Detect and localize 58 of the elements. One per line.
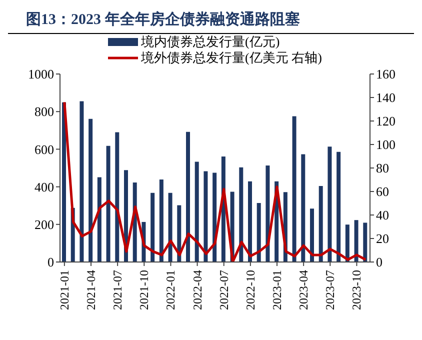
bar <box>248 181 252 262</box>
line-series <box>63 100 367 262</box>
x-tick-label: 2023-04 <box>296 270 311 310</box>
y-tick-label: 1000 <box>28 66 54 82</box>
legend-label: 境内债券总发行量(亿元) <box>141 34 280 50</box>
x-tick-label: 2022-01 <box>164 270 178 310</box>
x-tick-label: 2021-01 <box>57 270 72 310</box>
x-tick-label: 2021-04 <box>84 270 98 310</box>
bar <box>88 118 93 262</box>
bar <box>115 132 120 262</box>
bar <box>150 192 155 262</box>
y-tick-label: 0 <box>48 254 54 270</box>
bar <box>168 192 172 262</box>
y2-tick-label: 80 <box>376 160 389 176</box>
bar <box>292 116 296 262</box>
x-tick-label: 2023-07 <box>323 270 338 310</box>
bar <box>266 166 270 262</box>
x-tick-label: 2022-04 <box>190 270 204 310</box>
bar <box>177 205 182 262</box>
y2-tick-label: 100 <box>376 137 396 152</box>
x-tick-label: 2023-10 <box>350 270 364 310</box>
bar <box>328 146 332 262</box>
bar <box>345 224 350 262</box>
bar <box>204 171 208 262</box>
y-tick-label: 600 <box>34 142 54 157</box>
x-tick-label: 2023-01 <box>270 270 284 310</box>
bar <box>62 102 66 262</box>
y-tick-label: 800 <box>34 104 54 120</box>
legend-label: 境外债券总发行量(亿美元 右轴) <box>141 50 322 66</box>
bar <box>363 222 368 262</box>
y2-tick-label: 120 <box>376 114 396 129</box>
y2-tick-label: 0 <box>376 254 382 270</box>
x-tick-label: 2022-07 <box>216 270 231 310</box>
bar <box>80 101 84 262</box>
bar <box>97 177 102 262</box>
chart-title: 图13：2023 年全年房企债券融资通路阻塞 <box>8 8 414 34</box>
bar <box>159 179 164 262</box>
y2-tick-label: 20 <box>376 231 389 246</box>
bar <box>310 208 314 262</box>
bar <box>354 220 358 262</box>
y-tick-label: 400 <box>34 179 54 194</box>
x-tick-label: 2021-07 <box>110 270 125 310</box>
bar <box>106 146 110 262</box>
bar <box>301 154 306 262</box>
y2-tick-label: 140 <box>376 90 396 106</box>
x-tick-label: 2022-10 <box>243 270 258 310</box>
bar <box>239 167 244 262</box>
bar <box>186 132 190 262</box>
bar <box>194 162 199 262</box>
y2-tick-label: 160 <box>376 66 396 82</box>
bar <box>256 202 261 262</box>
x-tick-label: 2021-10 <box>137 270 152 310</box>
y-tick-label: 200 <box>34 217 54 232</box>
bar <box>318 186 323 262</box>
bar <box>212 172 217 262</box>
y2-tick-label: 40 <box>376 208 389 223</box>
y2-tick-label: 60 <box>376 184 389 200</box>
bar <box>336 152 341 262</box>
